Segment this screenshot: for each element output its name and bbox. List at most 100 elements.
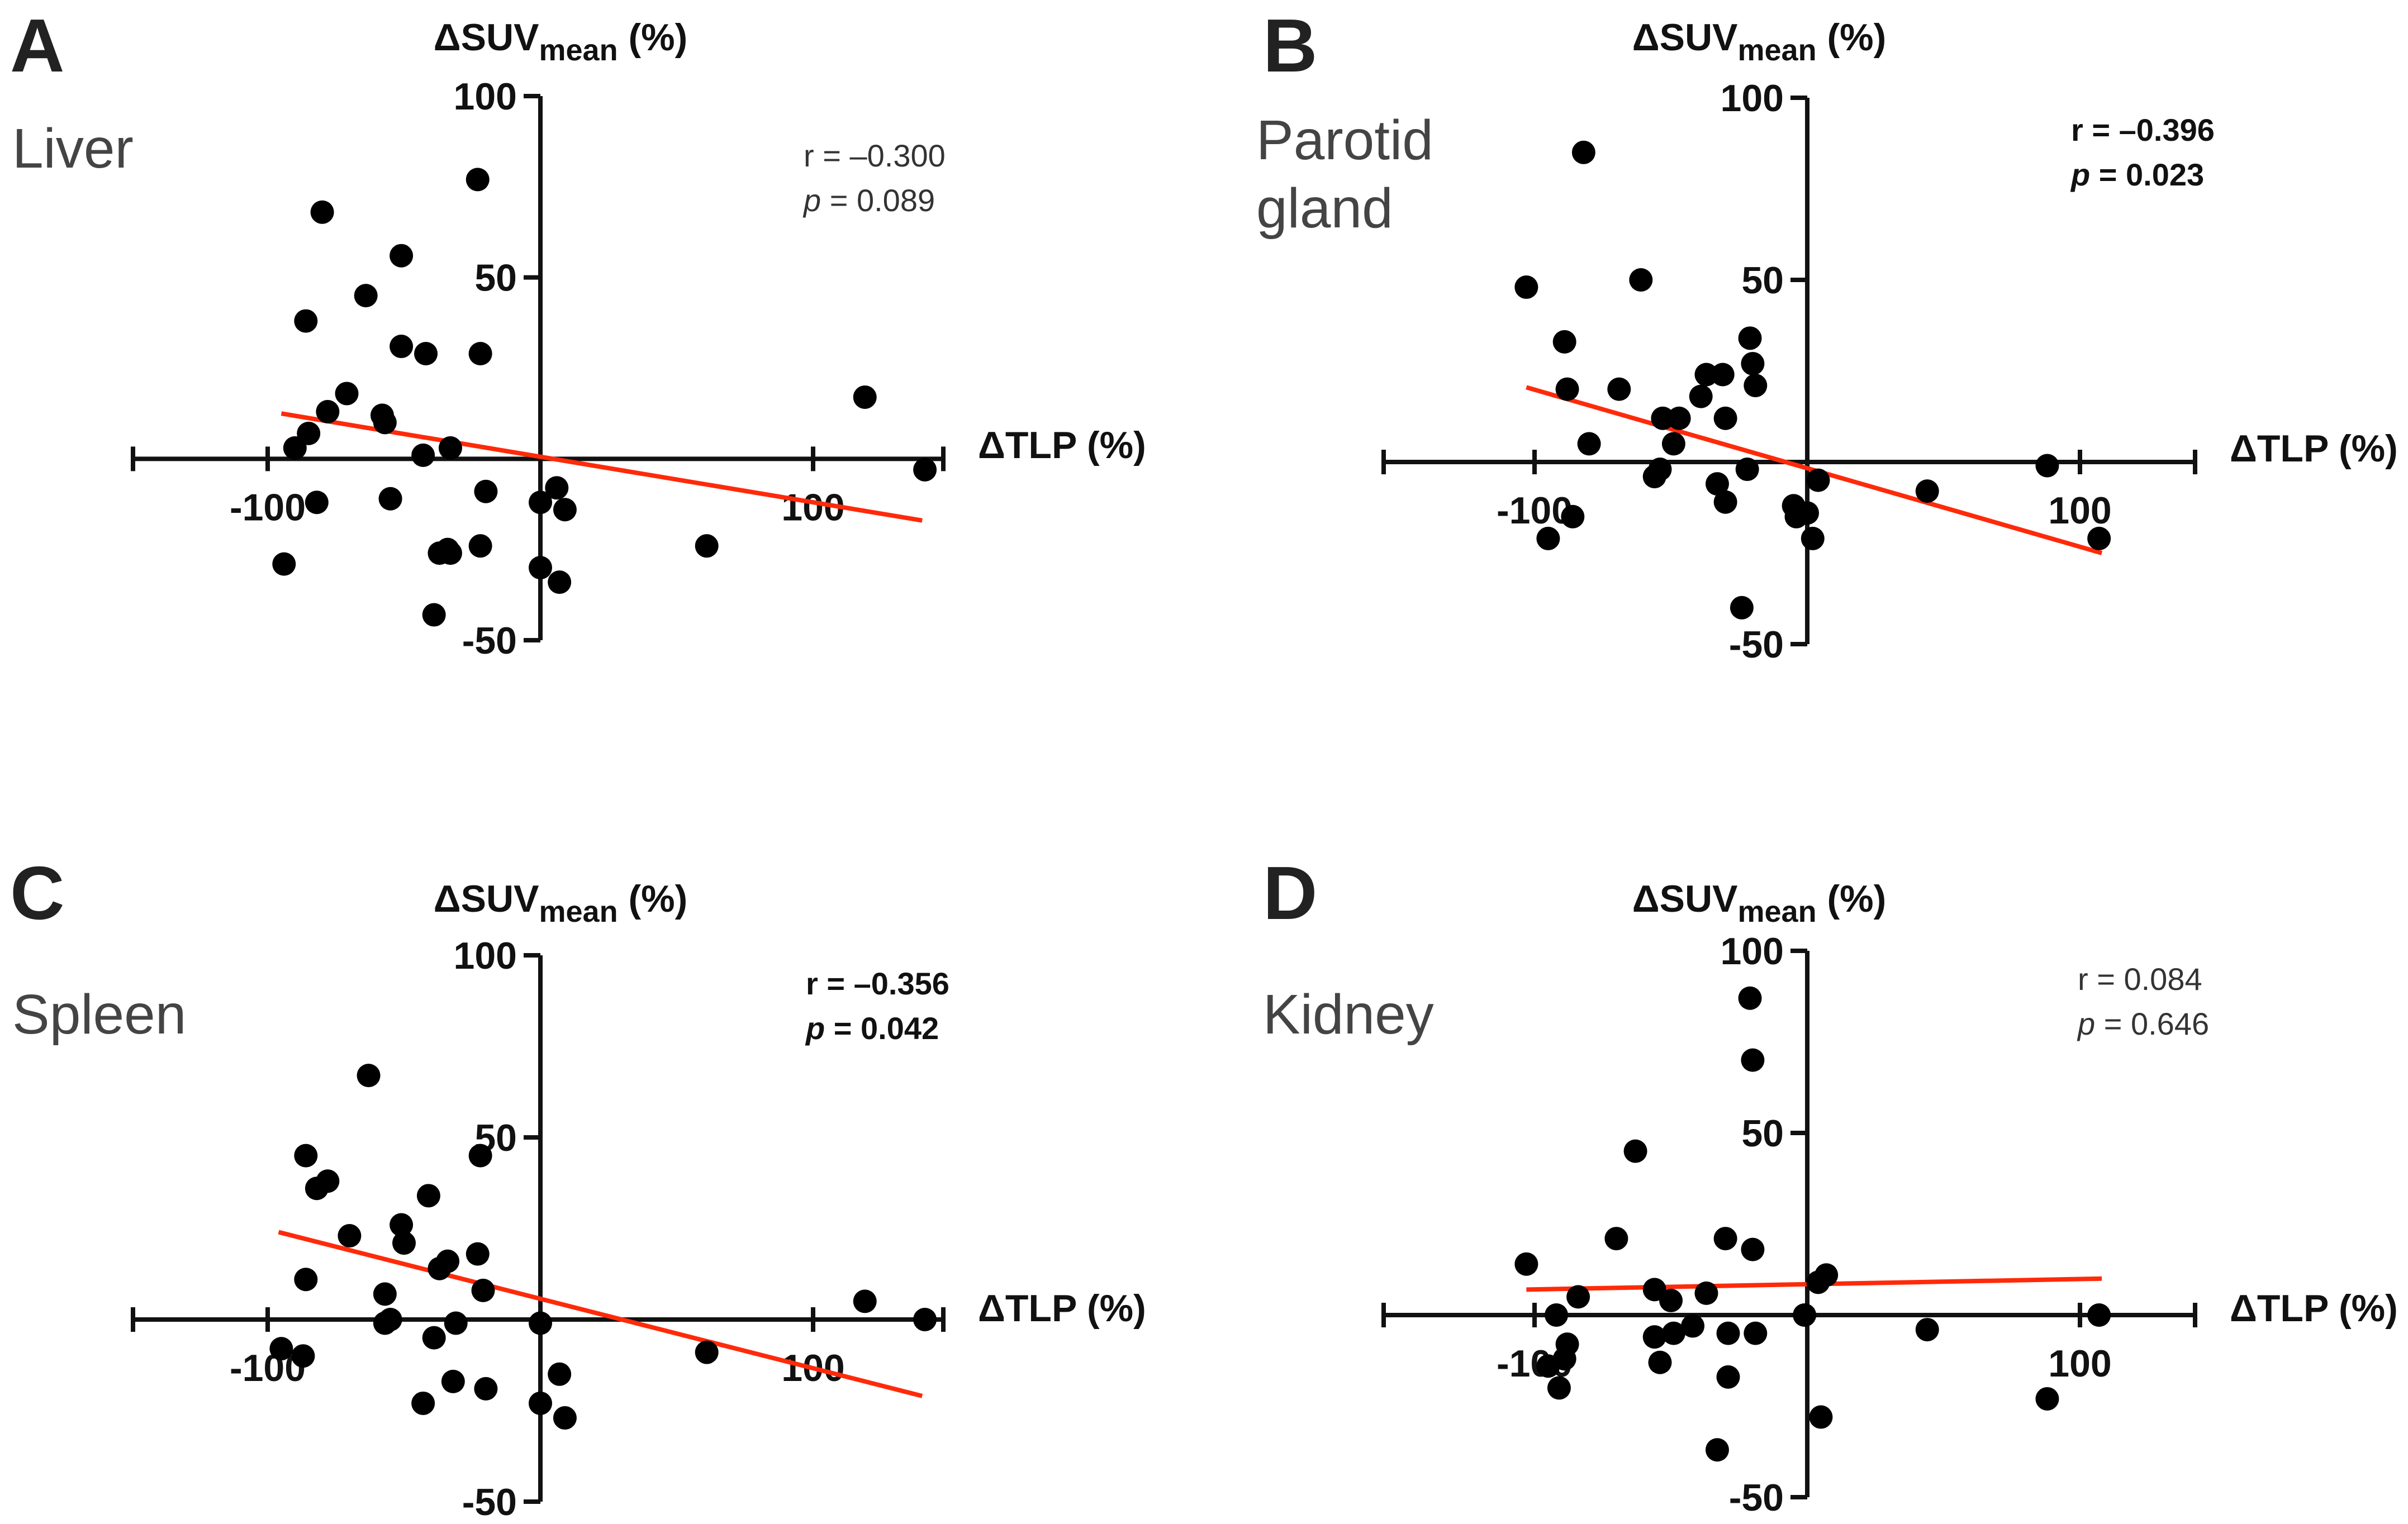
y-axis-title-suffix: (%): [1817, 878, 1887, 920]
y-tick-label: 100: [1721, 77, 1784, 120]
data-point: [411, 443, 435, 467]
data-point: [1738, 986, 1762, 1010]
data-point: [913, 458, 937, 482]
organ-label-line: gland: [1256, 177, 1393, 240]
data-point: [695, 534, 719, 558]
organ-label: Kidney: [1263, 983, 1434, 1046]
p-value-text: = 0.646: [2095, 1006, 2209, 1041]
data-point: [1796, 501, 1819, 525]
data-point: [1648, 1350, 1672, 1374]
data-point: [1555, 1332, 1579, 1356]
data-point: [1651, 406, 1675, 430]
x-axis-title: ΔTLP (%): [2230, 427, 2398, 470]
data-point: [548, 1362, 572, 1386]
data-point: [1642, 1325, 1666, 1349]
data-point: [853, 1289, 877, 1313]
data-point: [2087, 526, 2111, 550]
data-point: [291, 1344, 315, 1368]
y-axis-title-main: ΔSUV: [1632, 16, 1738, 59]
y-axis-title-sub: mean: [1737, 895, 1816, 928]
data-point: [310, 200, 334, 224]
data-point: [1793, 1303, 1817, 1327]
data-point: [373, 411, 397, 435]
data-point: [2087, 1303, 2111, 1327]
y-axis-title-suffix: (%): [618, 16, 688, 59]
data-point: [1713, 1227, 1737, 1251]
data-point: [441, 1369, 465, 1393]
p-value: p = 0.646: [2077, 1006, 2209, 1041]
x-tick-label: -100: [1497, 489, 1573, 532]
p-value-text: = 0.089: [821, 183, 935, 218]
data-point: [471, 1278, 495, 1302]
data-point: [1545, 1303, 1569, 1327]
data-point: [297, 421, 321, 445]
x-axis-title: ΔTLP (%): [978, 424, 1146, 466]
data-point: [1607, 377, 1631, 401]
data-point: [1659, 1288, 1683, 1312]
data-point: [1713, 490, 1737, 514]
data-point: [1915, 479, 1939, 503]
data-point: [411, 1391, 435, 1415]
data-point: [390, 244, 414, 268]
data-point: [378, 487, 402, 511]
p-value: p = 0.023: [2070, 157, 2204, 192]
data-point: [338, 1224, 362, 1248]
data-point: [466, 168, 490, 192]
y-axis-title-main: ΔSUV: [434, 16, 539, 59]
data-point: [468, 342, 492, 366]
data-point: [422, 1326, 446, 1350]
data-point: [1716, 1321, 1740, 1345]
data-point: [695, 1340, 719, 1364]
data-point: [1566, 1285, 1590, 1309]
data-point: [294, 1144, 318, 1168]
p-value-text: = 0.023: [2090, 157, 2204, 192]
data-point: [373, 1282, 397, 1306]
data-point: [316, 399, 340, 423]
data-point: [1552, 330, 1576, 354]
data-point: [545, 476, 569, 500]
y-axis-title-main: ΔSUV: [434, 878, 539, 920]
data-point: [1741, 1237, 1765, 1261]
p-symbol: p: [2077, 1006, 2095, 1041]
data-point: [390, 335, 414, 359]
data-point: [1667, 406, 1691, 430]
data-point: [1738, 326, 1762, 350]
data-point: [294, 309, 318, 333]
data-point: [392, 1231, 416, 1255]
y-tick-label: -50: [462, 620, 517, 662]
data-point: [1735, 458, 1759, 482]
data-point: [272, 552, 296, 576]
data-point: [438, 541, 462, 565]
p-value-text: = 0.042: [825, 1011, 939, 1046]
y-axis-title-sub: mean: [1737, 34, 1816, 67]
y-tick-label: -50: [1729, 623, 1784, 666]
data-point: [1741, 351, 1765, 375]
data-point: [438, 436, 462, 460]
data-point: [2035, 454, 2059, 478]
r-value: r = –0.300: [804, 138, 946, 173]
data-point: [1815, 1263, 1839, 1287]
data-point: [1571, 140, 1595, 164]
y-tick-label: -50: [1729, 1477, 1784, 1519]
p-symbol: p: [802, 183, 821, 218]
data-point: [1705, 472, 1729, 496]
data-point: [529, 1391, 552, 1415]
data-point: [468, 1144, 492, 1168]
organ-label-line: Parotid: [1256, 109, 1433, 172]
r-value: r = –0.356: [806, 966, 949, 1001]
data-point: [1689, 384, 1713, 408]
x-axis-title: ΔTLP (%): [2230, 1287, 2398, 1330]
data-point: [316, 1169, 340, 1193]
data-point: [1661, 432, 1685, 456]
data-point: [529, 556, 552, 580]
data-point: [390, 1213, 414, 1237]
data-point: [1694, 1281, 1718, 1305]
y-axis-title: ΔSUVmean (%): [434, 878, 687, 928]
data-point: [1711, 363, 1735, 387]
data-point: [468, 534, 492, 558]
panel-letter: C: [10, 851, 65, 935]
data-point: [474, 479, 498, 503]
y-axis-title-sub: mean: [539, 34, 618, 67]
data-point: [444, 1311, 468, 1335]
